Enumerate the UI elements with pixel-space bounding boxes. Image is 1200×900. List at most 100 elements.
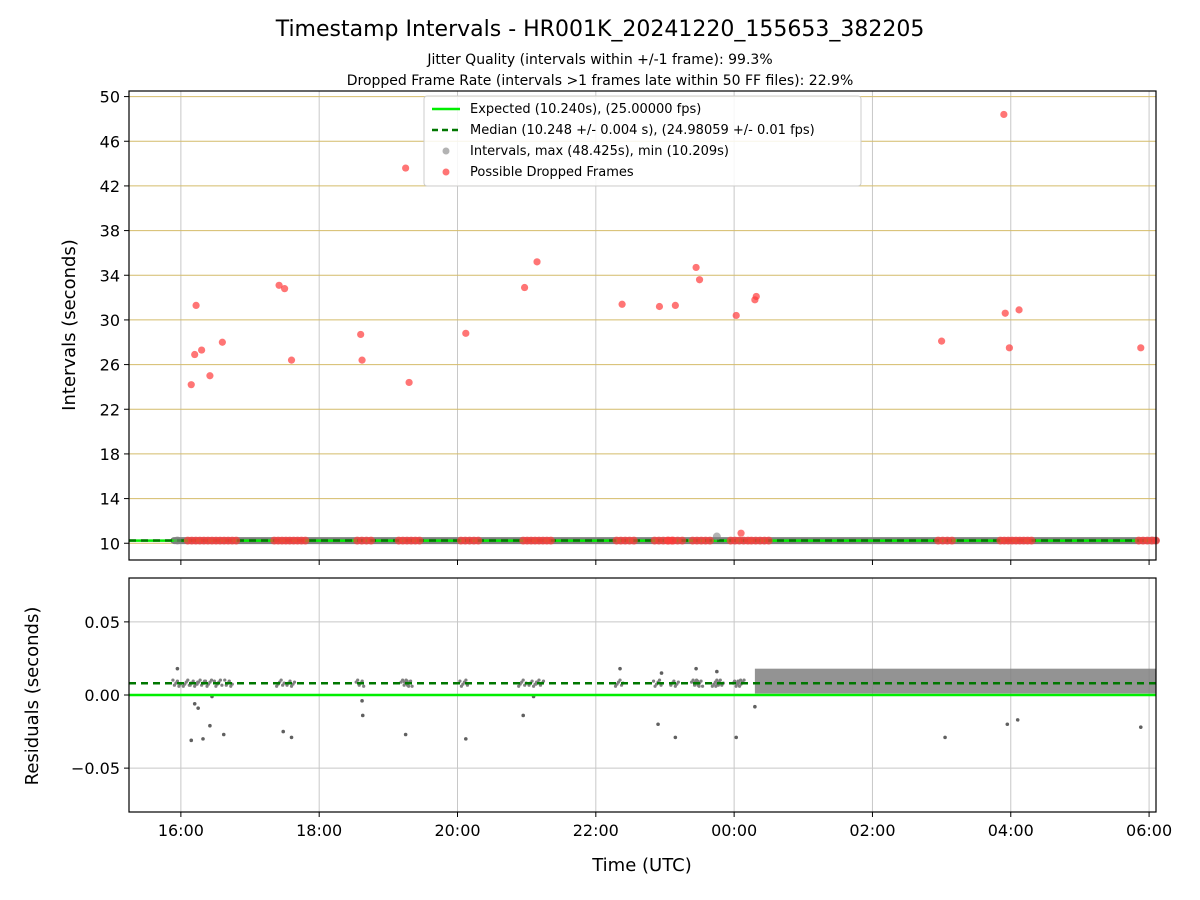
x-tick-label: 20:00	[434, 821, 480, 840]
residual-point	[732, 679, 737, 683]
legend-box	[423, 95, 862, 187]
residual-point	[521, 678, 525, 682]
top-plot-frame	[128, 90, 1157, 561]
residual-outlier-point	[289, 735, 294, 740]
dropped-frame-point	[281, 285, 289, 293]
residual-outlier-point	[656, 722, 660, 727]
residual-outlier-point	[1015, 718, 1020, 722]
bottom-y-tick-label: 0.00	[84, 686, 120, 705]
residual-point	[288, 679, 292, 683]
residual-outlier-point	[734, 735, 739, 740]
dropped-frame-point	[474, 536, 483, 545]
residual-point	[175, 679, 180, 683]
residual-outlier-point	[360, 699, 364, 703]
dropped-frame-point	[1027, 536, 1036, 545]
dropped-frame-point	[1000, 110, 1008, 119]
residual-point	[408, 679, 413, 683]
dropped-frame-point	[275, 281, 283, 289]
residual-point	[198, 678, 202, 682]
top-y-tick-label: 34	[100, 266, 120, 285]
x-tick-label: 18:00	[296, 821, 342, 840]
residual-point	[742, 678, 746, 682]
residual-point	[736, 679, 740, 683]
dropped-frame-point	[402, 164, 410, 172]
legend-median-label: Median (10.248 +/- 0.004 s), (24.98059 +…	[470, 123, 815, 138]
chart-title: Timestamp Intervals - HR001K_20241220_15…	[275, 17, 925, 42]
top-y-tick-label: 46	[100, 132, 120, 151]
x-tick-label: 02:00	[849, 821, 895, 840]
top-y-tick-label: 14	[100, 490, 120, 509]
dropped-frame-point	[192, 301, 200, 309]
dropped-frame-point	[520, 283, 529, 292]
x-tick-label: 04:00	[988, 821, 1034, 840]
x-axis-label: Time (UTC)	[591, 855, 692, 876]
top-y-tick-label: 42	[100, 177, 120, 196]
residual-point	[186, 678, 190, 682]
dropped-frame-point	[546, 536, 555, 545]
legend-expected-label: Expected (10.240s), (25.00000 fps)	[470, 102, 701, 117]
dropped-frame-point	[218, 338, 226, 346]
residual-point	[715, 678, 719, 682]
residual-outlier-point	[175, 666, 180, 671]
residual-point	[530, 679, 534, 683]
residuals-panel: 0.05 0.00 −0.05 16:00 18:00 20:00 22:00 00:00 02…	[71, 577, 1172, 840]
dropped-frame-point	[415, 536, 424, 545]
dropped-frame-point	[187, 381, 195, 389]
dropped-frame-point	[618, 300, 626, 308]
dropped-frame-point	[764, 536, 773, 545]
residual-point	[718, 678, 722, 682]
residual-point	[212, 679, 217, 683]
residuals-dense-band	[754, 668, 1156, 694]
residual-outlier-point	[715, 669, 719, 674]
top-y-tick-label: 38	[100, 222, 120, 241]
residual-point	[279, 678, 283, 682]
residual-point	[171, 678, 175, 682]
residual-outlier-point	[1005, 722, 1010, 727]
residual-outlier-point	[521, 713, 526, 718]
residual-point	[282, 681, 286, 685]
residual-outlier-point	[673, 735, 678, 740]
bottom-y-tick-label: −0.05	[71, 759, 120, 778]
residual-point	[691, 678, 695, 682]
residual-outlier-point	[221, 732, 226, 737]
residual-point	[401, 678, 405, 682]
residual-point	[227, 679, 231, 683]
top-y-tick-label: 22	[100, 400, 120, 419]
residual-point	[618, 678, 622, 682]
dropped-frame-point	[198, 346, 206, 354]
dropped-frame-point	[752, 292, 760, 301]
legend-intervals-label: Intervals, max (48.425s), min (10.209s)	[470, 144, 729, 159]
residual-point	[537, 678, 541, 682]
residual-outlier-point	[694, 666, 698, 671]
dropped-frame-point	[655, 302, 664, 311]
top-y-tick-label: 18	[100, 445, 120, 464]
dropped-frame-point	[533, 258, 541, 266]
residual-outlier-point	[464, 737, 468, 741]
residual-outlier-point	[208, 723, 212, 728]
residual-outlier-point	[943, 735, 947, 740]
dropped-frame-point	[737, 529, 745, 537]
residual-point	[410, 684, 414, 688]
dropped-frame-point	[1005, 344, 1013, 352]
dropped-frame-point	[1015, 306, 1023, 314]
legend: Expected (10.240s), (25.00000 fps) Media…	[423, 95, 862, 187]
x-tick-label: 06:00	[1126, 821, 1172, 840]
residual-point	[218, 678, 223, 682]
top-y-tick-label: 10	[100, 534, 120, 553]
dropped-frame-point	[732, 311, 740, 320]
dropped-frame-point	[1137, 344, 1145, 352]
residual-point	[292, 680, 297, 684]
dropped-frame-point	[405, 378, 413, 387]
dropped-frame-point	[678, 536, 687, 545]
residual-outlier-point	[192, 701, 197, 706]
residual-point	[209, 678, 214, 682]
residual-point	[220, 683, 224, 687]
residual-point	[464, 678, 468, 682]
residual-outlier-point	[1138, 725, 1143, 729]
legend-intervals-swatch	[442, 147, 450, 155]
residual-point	[700, 684, 705, 688]
residual-point	[458, 679, 462, 683]
residual-outlier-point	[659, 671, 664, 675]
top-y-tick-label: 30	[100, 311, 120, 330]
